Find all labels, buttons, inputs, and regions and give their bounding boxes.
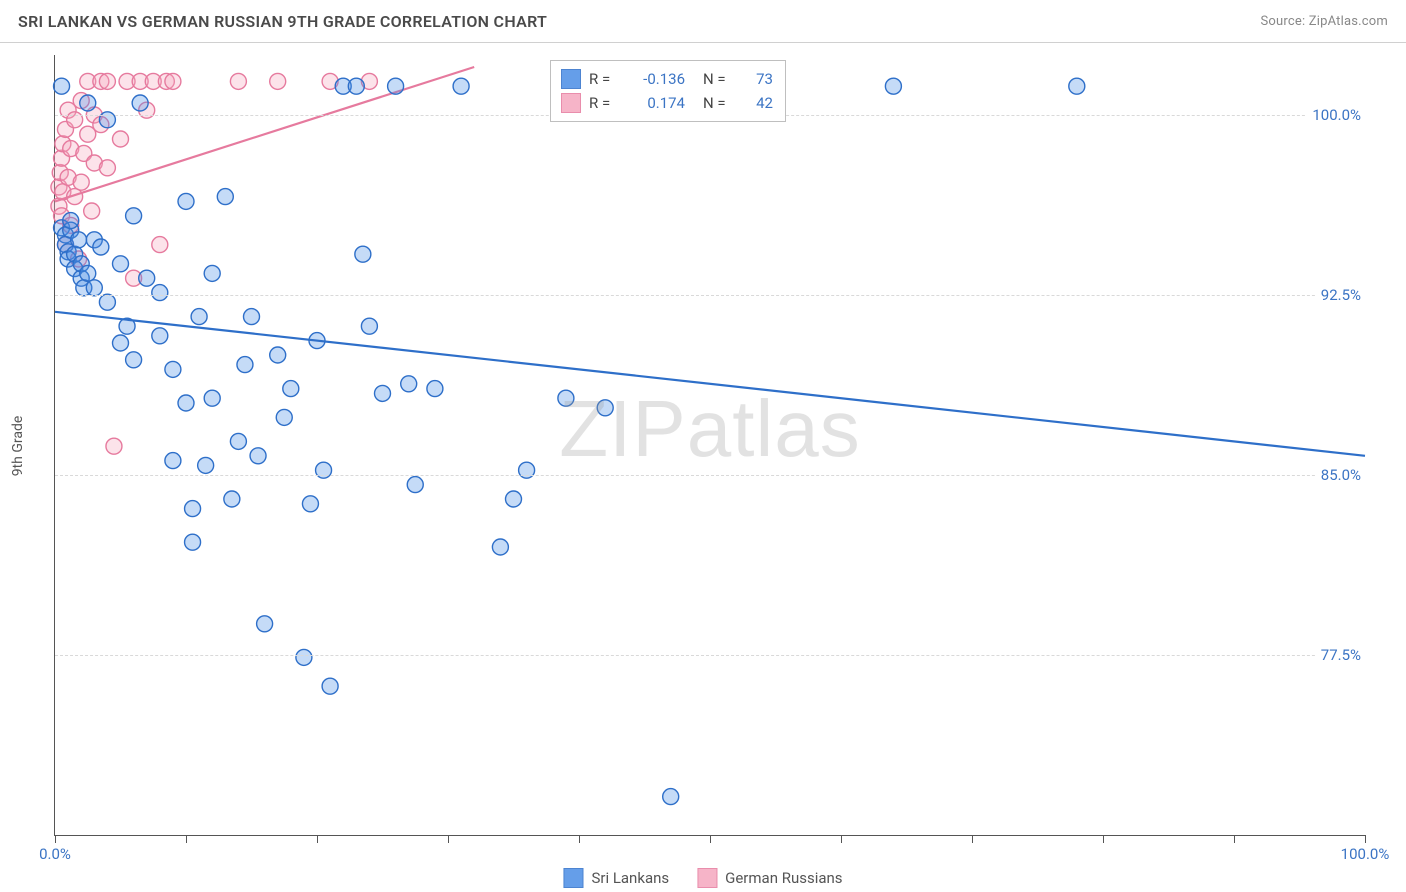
- data-point: [217, 189, 233, 205]
- header: SRI LANKAN VS GERMAN RUSSIAN 9TH GRADE C…: [0, 0, 1406, 43]
- y-tick-label: 92.5%: [1315, 286, 1367, 304]
- plot-area: ZIPatlas 77.5%85.0%92.5%100.0%0.0%100.0%: [54, 55, 1365, 836]
- n-label: N =: [703, 67, 735, 91]
- r-value-sri-lankan: -0.136: [629, 67, 685, 91]
- r-value-german-russian: 0.174: [629, 91, 685, 115]
- data-point: [54, 78, 70, 94]
- swatch-sri-lankan: [561, 69, 581, 89]
- data-point: [165, 453, 181, 469]
- data-point: [355, 246, 371, 262]
- data-point: [1069, 78, 1085, 94]
- data-point: [86, 280, 102, 296]
- x-tick-label: 0.0%: [39, 845, 71, 863]
- data-point: [558, 390, 574, 406]
- data-point: [283, 381, 299, 397]
- x-tick-label: 100.0%: [1341, 845, 1390, 863]
- data-point: [276, 409, 292, 425]
- data-point: [230, 73, 246, 89]
- data-point: [113, 131, 129, 147]
- n-label: N =: [703, 91, 735, 115]
- data-point: [80, 265, 96, 281]
- data-point: [663, 789, 679, 805]
- data-point: [84, 203, 100, 219]
- data-point: [71, 232, 87, 248]
- data-point: [204, 265, 220, 281]
- legend-row-german-russian: R = 0.174 N = 42: [561, 91, 773, 115]
- data-point: [230, 433, 246, 449]
- data-point: [152, 285, 168, 301]
- data-point: [388, 78, 404, 94]
- data-point: [165, 73, 181, 89]
- source-label: Source: ZipAtlas.com: [1260, 14, 1388, 29]
- data-point: [270, 73, 286, 89]
- data-point: [492, 539, 508, 555]
- data-point: [152, 237, 168, 253]
- data-point: [270, 347, 286, 363]
- data-point: [361, 318, 377, 334]
- n-value-sri-lankan: 73: [743, 67, 773, 91]
- legend-label-german-russian: German Russians: [725, 869, 842, 887]
- data-point: [99, 73, 115, 89]
- data-point: [185, 501, 201, 517]
- data-point: [132, 95, 148, 111]
- data-point: [165, 361, 181, 377]
- data-point: [93, 239, 109, 255]
- data-point: [126, 352, 142, 368]
- data-point: [126, 208, 142, 224]
- data-point: [296, 649, 312, 665]
- data-point: [224, 491, 240, 507]
- data-point: [885, 78, 901, 94]
- n-value-german-russian: 42: [743, 91, 773, 115]
- data-point: [198, 457, 214, 473]
- data-point: [99, 160, 115, 176]
- legend-item-german-russian: German Russians: [697, 868, 842, 888]
- data-point: [401, 376, 417, 392]
- data-point: [152, 328, 168, 344]
- legend-label-sri-lankan: Sri Lankans: [591, 869, 669, 887]
- data-point: [302, 496, 318, 512]
- data-point: [407, 477, 423, 493]
- chart-svg: [55, 55, 1365, 835]
- data-point: [348, 78, 364, 94]
- data-point: [322, 678, 338, 694]
- data-point: [191, 309, 207, 325]
- y-tick-label: 100.0%: [1306, 106, 1367, 124]
- r-label: R =: [589, 67, 621, 91]
- y-tick-label: 77.5%: [1315, 646, 1367, 664]
- trend-line: [55, 312, 1365, 456]
- data-point: [113, 256, 129, 272]
- data-point: [257, 616, 273, 632]
- data-point: [185, 534, 201, 550]
- data-point: [63, 213, 79, 229]
- data-point: [113, 335, 129, 351]
- data-point: [506, 491, 522, 507]
- swatch-german-russian: [697, 868, 717, 888]
- data-point: [106, 438, 122, 454]
- data-point: [244, 309, 260, 325]
- data-point: [453, 78, 469, 94]
- correlation-legend: R = -0.136 N = 73 R = 0.174 N = 42: [550, 60, 786, 122]
- data-point: [597, 400, 613, 416]
- data-point: [80, 95, 96, 111]
- r-label: R =: [589, 91, 621, 115]
- data-point: [73, 174, 89, 190]
- y-axis-title: 9th Grade: [10, 416, 26, 477]
- data-point: [237, 357, 253, 373]
- data-point: [139, 270, 155, 286]
- data-point: [250, 448, 266, 464]
- chart-title: SRI LANKAN VS GERMAN RUSSIAN 9TH GRADE C…: [18, 12, 547, 31]
- data-point: [99, 294, 115, 310]
- data-point: [375, 385, 391, 401]
- data-point: [204, 390, 220, 406]
- data-point: [427, 381, 443, 397]
- swatch-sri-lankan: [563, 868, 583, 888]
- legend-item-sri-lankan: Sri Lankans: [563, 868, 669, 888]
- bottom-legend: Sri Lankans German Russians: [563, 868, 842, 888]
- data-point: [178, 395, 194, 411]
- swatch-german-russian: [561, 93, 581, 113]
- data-point: [178, 193, 194, 209]
- legend-row-sri-lankan: R = -0.136 N = 73: [561, 67, 773, 91]
- y-tick-label: 85.0%: [1315, 466, 1367, 484]
